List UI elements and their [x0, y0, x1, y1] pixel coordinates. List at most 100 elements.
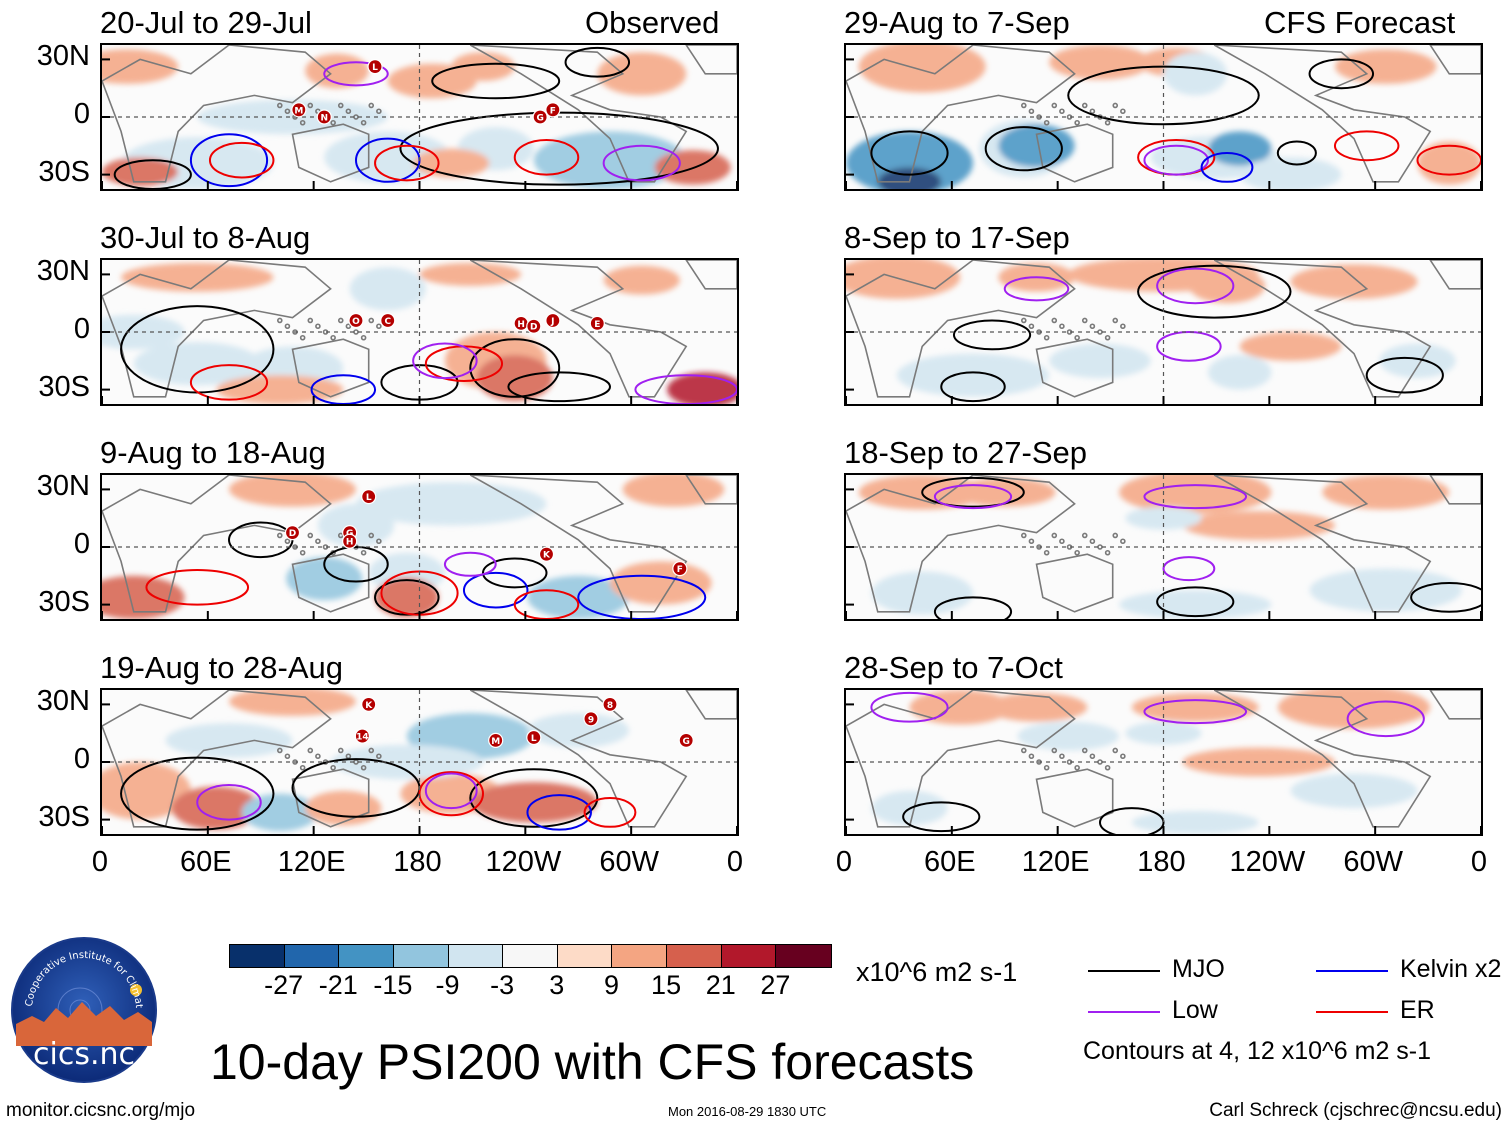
- panel-title: 8-Sep to 17-Sep: [844, 220, 1070, 255]
- legend-line: [1316, 1011, 1388, 1013]
- storm-marker: F: [545, 102, 561, 118]
- psi200-map: [846, 45, 1481, 189]
- colorbar-label: -15: [373, 970, 413, 1000]
- wave-contour: [1276, 140, 1317, 166]
- storm-marker: C: [380, 312, 396, 329]
- wave-contour: [412, 342, 478, 380]
- storm-marker-label: G: [683, 737, 690, 747]
- lat-tick-label: 30N: [36, 470, 90, 503]
- anomaly-region: [1182, 511, 1335, 540]
- storm-marker-label: D: [530, 323, 537, 333]
- colorbar-swatch: [283, 944, 340, 968]
- lon-tick-label: 60E: [180, 846, 232, 878]
- wave-contour: [208, 141, 275, 179]
- wave-contour: [940, 371, 1006, 403]
- storm-marker-label: E: [594, 320, 600, 330]
- wave-contour: [1346, 700, 1425, 738]
- coastlines: [846, 475, 1481, 613]
- lat-tick-label: 30S: [38, 370, 90, 403]
- lon-tick-label: 60W: [599, 846, 659, 878]
- psi200-map: LDGHKF: [102, 475, 737, 619]
- map-panel: [844, 43, 1483, 191]
- colorbar-label: 27: [760, 970, 791, 1000]
- lat-tick-label: 30S: [38, 800, 90, 833]
- colorbar-label: -27: [264, 970, 304, 1000]
- colorbar-label: -9: [435, 970, 460, 1000]
- wave-contour: [1067, 65, 1260, 126]
- storm-marker-label: L: [366, 493, 372, 503]
- wave-contour: [431, 62, 561, 100]
- storm-marker-label: K: [365, 701, 373, 711]
- anomaly-region: [286, 557, 363, 601]
- wave-contour: [921, 476, 1025, 508]
- wave-contour: [1143, 144, 1209, 176]
- anomaly-region: [1290, 264, 1418, 299]
- wave-contour: [870, 691, 949, 723]
- lon-tick-label: 60E: [924, 846, 976, 878]
- storm-marker-label: L: [531, 734, 537, 744]
- anomaly-region: [165, 723, 293, 758]
- psi200-map: [846, 690, 1481, 834]
- storm-marker-label: J: [550, 317, 554, 327]
- lat-tick-label: 30N: [36, 685, 90, 718]
- colorbar-swatch: [611, 944, 668, 968]
- storm-marker-label: K: [543, 551, 551, 561]
- anomaly-region: [1163, 52, 1227, 96]
- storm-marker: M: [488, 732, 504, 749]
- lon-tick-label: 120E: [1021, 846, 1090, 878]
- storm-marker: H: [513, 315, 529, 331]
- lat-tick-label: 30N: [36, 40, 90, 73]
- wave-contour: [469, 338, 561, 398]
- lon-tick-label: 180: [1137, 846, 1186, 878]
- lon-tick-label: 60W: [1343, 846, 1403, 878]
- psi200-map: [846, 475, 1481, 619]
- lat-tick-label: 0: [73, 528, 90, 560]
- legend-label: Kelvin x2: [1400, 955, 1502, 983]
- storm-marker: K: [538, 546, 555, 562]
- lat-tick-label: 0: [73, 313, 90, 345]
- wave-contour: [424, 772, 478, 810]
- wave-contour: [602, 144, 681, 182]
- storm-marker: J: [545, 312, 561, 329]
- anomaly-region: [1239, 332, 1342, 361]
- wave-contour: [228, 521, 294, 559]
- wave-contour: [513, 139, 580, 176]
- storm-marker-label: M: [294, 106, 303, 116]
- contour-note: Contours at 4, 12 x10^6 m2 s-1: [1083, 1037, 1432, 1065]
- panel-title: 18-Sep to 27-Sep: [844, 435, 1088, 470]
- storm-marker-label: 8: [607, 701, 613, 711]
- wave-contour: [1003, 276, 1070, 302]
- psi200-map: K 14 M L 9 8 G: [102, 690, 737, 834]
- storm-marker-label: C: [384, 317, 391, 327]
- storm-marker-label: M: [491, 737, 500, 747]
- panel-title: 28-Sep to 7-Oct: [844, 650, 1063, 685]
- anomaly-region: [1290, 773, 1418, 809]
- wave-contour: [196, 784, 262, 821]
- anomaly-region: [229, 475, 356, 507]
- wave-contour: [113, 159, 192, 189]
- wave-contour: [323, 61, 389, 87]
- wave-contour: [1099, 807, 1165, 834]
- colorbar-swatch: [229, 944, 285, 968]
- storm-marker: L: [361, 489, 377, 505]
- storm-marker: D: [526, 318, 542, 334]
- legend-label: Low: [1172, 996, 1218, 1024]
- wave-contour: [374, 144, 440, 182]
- wave-contour: [984, 126, 1063, 172]
- storm-marker: 14: [354, 728, 370, 744]
- anomaly-region: [871, 571, 973, 615]
- map-panel: [844, 688, 1483, 836]
- map-panel: LDGHKF: [100, 473, 739, 621]
- anomaly-region: [1322, 475, 1450, 510]
- wave-contour: [564, 46, 631, 78]
- anomaly-region: [451, 52, 515, 81]
- anomaly-region: [985, 692, 1088, 722]
- anomaly-region: [413, 148, 490, 178]
- anomaly-region: [597, 52, 687, 96]
- wave-contour: [507, 371, 612, 403]
- panel-title: 19-Aug to 28-Aug: [100, 650, 344, 685]
- lon-tick-label: 120E: [277, 846, 346, 878]
- wave-contour: [323, 546, 389, 583]
- anomaly-region: [1182, 747, 1335, 777]
- credit: Carl Schreck (cjschrec@ncsu.edu): [1209, 1100, 1502, 1121]
